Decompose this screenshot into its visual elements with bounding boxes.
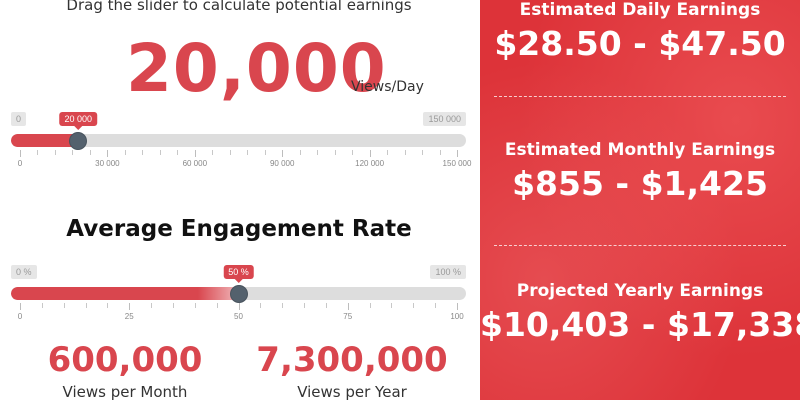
slider-major-tick — [107, 150, 109, 157]
daily-earnings-value: $28.50 - $47.50 — [494, 24, 786, 63]
yearly-views-label: Views per Year — [297, 383, 407, 400]
slider-minor-tick — [439, 150, 441, 155]
engagement-slider-current: 50 % — [223, 265, 254, 283]
slider-minor-tick — [304, 303, 306, 308]
engagement-slider-tick-labels: 0 25 50 75 100 — [11, 312, 466, 324]
views-slider-current: 20 000 — [59, 112, 98, 130]
slider-minor-tick — [41, 303, 43, 308]
slider-minor-tick — [260, 303, 262, 308]
slider-minor-tick — [172, 303, 174, 308]
views-slider-fill — [11, 134, 79, 147]
slider-minor-tick — [194, 303, 196, 308]
slider-minor-tick — [177, 150, 179, 155]
slider-minor-tick — [89, 150, 91, 155]
slider-minor-tick — [107, 303, 109, 308]
engagement-slider-min: 0 % — [11, 265, 37, 279]
slider-minor-tick — [37, 150, 39, 155]
engagement-slider-max: 100 % — [430, 265, 466, 279]
slider-minor-tick — [299, 150, 301, 155]
slider-major-tick — [129, 303, 131, 310]
views-slider-track[interactable] — [11, 134, 466, 147]
slider-minor-tick — [229, 150, 231, 155]
slider-minor-tick — [334, 150, 336, 155]
slider-major-tick — [238, 303, 240, 310]
slider-minor-tick — [142, 150, 144, 155]
slider-minor-tick — [247, 150, 249, 155]
engagement-slider-ticks — [11, 303, 466, 311]
slider-minor-tick — [387, 150, 389, 155]
earnings-panel: Estimated Daily Earnings $28.50 - $47.50… — [480, 0, 800, 400]
slider-major-tick — [369, 150, 371, 157]
slider-tick-label: 120 000 — [355, 159, 385, 168]
yearly-earnings: Projected Yearly Earnings $10,403 - $17,… — [480, 281, 800, 344]
engagement-slider-handle[interactable] — [229, 285, 248, 303]
slider-minor-tick — [216, 303, 218, 308]
slider-tick-label: 150 000 — [442, 159, 472, 168]
monthly-earnings: Estimated Monthly Earnings $855 - $1,425 — [480, 140, 800, 203]
slider-major-tick — [282, 150, 284, 157]
views-slider-handle[interactable] — [69, 132, 88, 150]
slider-hint: Drag the slider to calculate potential e… — [66, 0, 412, 14]
slider-tick-label: 0 — [17, 159, 23, 168]
views-slider-min: 0 — [11, 112, 27, 126]
views-slider[interactable]: 0 150 000 20 000 0 30 000 60 000 90 000 120 … — [11, 112, 472, 172]
slider-tick-label: 30 000 — [95, 159, 120, 168]
slider-minor-tick — [317, 150, 319, 155]
engagement-title: Average Engagement Rate — [66, 216, 412, 242]
slider-minor-tick — [72, 150, 74, 155]
earnings-background — [480, 0, 800, 400]
slider-minor-tick — [325, 303, 327, 308]
slider-minor-tick — [264, 150, 266, 155]
slider-major-tick — [457, 150, 458, 157]
slider-minor-tick — [369, 303, 371, 308]
slider-minor-tick — [63, 303, 65, 308]
slider-minor-tick — [413, 303, 415, 308]
earnings-divider — [494, 245, 786, 246]
yearly-earnings-value: $10,403 - $17,338 — [480, 305, 800, 344]
daily-earnings: Estimated Daily Earnings $28.50 - $47.50 — [480, 0, 800, 63]
engagement-slider-fill — [11, 287, 239, 300]
slider-minor-tick — [404, 150, 406, 155]
slider-minor-tick — [54, 150, 56, 155]
slider-tick-label: 0 — [17, 312, 23, 321]
slider-minor-tick — [151, 303, 153, 308]
slider-tick-label: 60 000 — [182, 159, 208, 168]
views-slider-max: 150 000 — [423, 112, 466, 126]
slider-minor-tick — [435, 303, 437, 308]
monthly-earnings-value: $855 - $1,425 — [512, 164, 768, 203]
slider-major-tick — [457, 303, 458, 310]
slider-major-tick — [347, 303, 349, 310]
slider-minor-tick — [124, 150, 126, 155]
slider-tick-label: 50 — [234, 312, 243, 321]
slider-minor-tick — [212, 150, 214, 155]
monthly-views-label: Views per Month — [62, 383, 188, 400]
yearly-earnings-title: Projected Yearly Earnings — [516, 281, 764, 301]
yearly-views-value: 7,300,000 — [256, 340, 448, 380]
monthly-views-value: 600,000 — [47, 340, 203, 380]
slider-minor-tick — [391, 303, 393, 308]
views-slider-tick-labels: 0 30 000 60 000 90 000 120 000 150 000 — [11, 159, 472, 171]
slider-minor-tick — [159, 150, 161, 155]
slider-minor-tick — [85, 303, 87, 308]
views-per-day-value: 20,000 — [126, 30, 387, 107]
slider-tick-label: 75 — [343, 312, 353, 321]
slider-minor-tick — [352, 150, 354, 155]
slider-tick-label: 25 — [124, 312, 134, 321]
slider-minor-tick — [422, 150, 424, 155]
engagement-slider[interactable]: 0 % 100 % 50 % 0 25 50 75 100 — [11, 265, 466, 325]
slider-tick-label: 90 000 — [269, 159, 295, 168]
daily-earnings-title: Estimated Daily Earnings — [519, 0, 761, 20]
views-per-day-unit: Views/Day — [351, 79, 424, 95]
slider-major-tick — [194, 150, 196, 157]
slider-major-tick — [20, 303, 21, 310]
slider-tick-label: 100 — [450, 312, 464, 321]
calculator-panel: Drag the slider to calculate potential e… — [11, 0, 472, 400]
views-slider-ticks — [11, 150, 466, 158]
earnings-divider — [494, 96, 786, 97]
slider-major-tick — [20, 150, 21, 157]
monthly-earnings-title: Estimated Monthly Earnings — [504, 140, 776, 160]
slider-minor-tick — [282, 303, 284, 308]
